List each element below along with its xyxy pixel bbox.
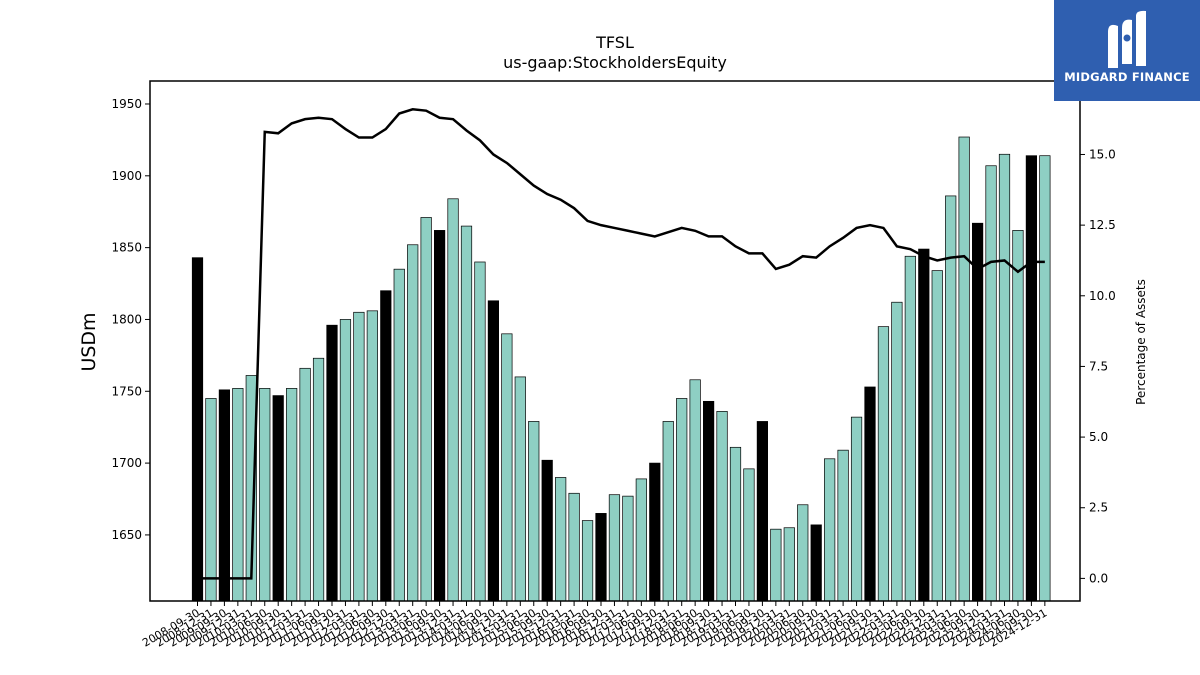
bar-2015-12-31: [555, 477, 567, 602]
bar-2010-09-30: [272, 395, 284, 602]
bar-2024-06-30: [1012, 230, 1024, 602]
y-tick-label: 1750: [111, 384, 142, 398]
percentage-line: [197, 107, 1045, 580]
bar-2011-06-30: [312, 357, 325, 602]
bar-2020-06-30: [797, 504, 809, 602]
bar-2013-03-31: [407, 244, 419, 602]
bar-2024-12-31: [1039, 155, 1051, 602]
bar-2017-09-30: [649, 462, 661, 602]
y-tick-label: 1650: [111, 528, 142, 542]
bar-2021-03-31: [837, 449, 849, 602]
y2-tick-label: 0.0: [1089, 571, 1108, 585]
bar-2021-12-31: [877, 326, 890, 602]
bar-2022-09-30: [918, 248, 930, 602]
midgard-finance-logo: MIDGARD FINANCE: [1054, 0, 1200, 101]
bar-2008-09-30: [191, 257, 204, 602]
bar-2022-03-31: [891, 301, 903, 602]
bar-2012-09-30: [380, 290, 392, 602]
bar-2020-09-30: [810, 524, 822, 602]
bar-2016-09-30: [595, 513, 607, 602]
bar-2023-06-30: [958, 136, 970, 602]
bar-2013-09-30: [434, 230, 446, 602]
chart-title: TFSL: [595, 33, 634, 52]
y-tick-label: 1850: [111, 241, 142, 255]
bar-2010-06-30: [259, 388, 271, 602]
y2-tick-label: 15.0: [1089, 147, 1116, 161]
bar-2018-06-30: [689, 379, 701, 602]
y-tick-label: 1800: [111, 312, 142, 326]
y-axis-label: USDm: [78, 312, 100, 371]
bar-2011-03-31: [299, 367, 311, 602]
y2-tick-label: 12.5: [1089, 218, 1116, 232]
bar-2020-03-31: [783, 527, 795, 602]
bar-2012-06-30: [366, 310, 378, 602]
y2-tick-label: 7.5: [1089, 359, 1108, 373]
bar-2019-03-31: [729, 446, 742, 602]
bar-2014-03-31: [460, 225, 473, 602]
y2-axis-label: Percentage of Assets: [1134, 279, 1148, 405]
bar-2014-06-30: [474, 261, 486, 602]
y2-tick-label: 5.0: [1089, 430, 1108, 444]
bar-2016-12-31: [608, 494, 621, 602]
bar-series: [191, 136, 1051, 602]
bar-2022-12-31: [931, 270, 943, 602]
x-axis-ticks: 2008-09-302008-12-312009-09-302009-12-31…: [140, 601, 1049, 650]
bar-2009-09-30: [218, 389, 230, 602]
bar-2012-12-31: [393, 268, 405, 602]
bar-2011-09-30: [326, 324, 338, 602]
bar-2024-03-31: [998, 153, 1011, 602]
bar-2023-09-30: [971, 222, 984, 602]
bar-2021-06-30: [850, 416, 863, 602]
y2-axis-ticks: 0.0 2.5 5.0 7.5 10.0 12.5 15.0: [1080, 147, 1116, 585]
bar-2012-03-31: [353, 311, 365, 602]
bar-2024-09-30: [1025, 155, 1038, 602]
bar-2009-12-31: [232, 388, 244, 602]
y-tick-label: 1950: [111, 97, 142, 111]
bar-2017-06-30: [635, 478, 647, 602]
bar-2019-09-30: [756, 421, 769, 602]
bar-2016-06-30: [581, 520, 594, 602]
bar-2023-12-31: [985, 165, 997, 602]
bar-2017-12-31: [662, 421, 674, 602]
bar-2014-12-31: [501, 333, 513, 602]
bar-2021-09-30: [864, 386, 876, 602]
logo-mark-icon: [1108, 10, 1146, 68]
bar-2010-12-31: [286, 388, 298, 602]
bar-2016-03-31: [568, 492, 580, 602]
bar-2013-12-31: [447, 198, 459, 602]
bar-2017-03-31: [622, 495, 634, 602]
bar-2018-12-31: [716, 411, 728, 602]
y2-tick-label: 10.0: [1089, 289, 1116, 303]
bar-2013-06-30: [420, 217, 432, 602]
chart-subtitle: us-gaap:StockholdersEquity: [503, 53, 727, 72]
bar-2015-06-30: [528, 421, 540, 602]
y2-tick-label: 2.5: [1089, 501, 1108, 515]
y-tick-label: 1700: [111, 456, 142, 470]
bar-2011-12-31: [339, 319, 352, 602]
bar-2019-06-30: [743, 468, 755, 602]
bar-2022-06-30: [904, 255, 916, 602]
bar-2019-12-31: [770, 528, 782, 602]
bar-2020-12-31: [824, 458, 836, 602]
bar-2015-09-30: [541, 459, 553, 602]
bar-2018-09-30: [702, 400, 715, 602]
y-tick-label: 1900: [111, 169, 142, 183]
plot-frame: [149, 80, 1081, 602]
logo-wordmark: MIDGARD FINANCE: [1064, 70, 1190, 84]
y-axis-ticks: 1650 1700 1750 1800 1850 1900 1950: [111, 97, 150, 542]
bar-2008-12-31: [205, 398, 217, 602]
bar-2014-09-30: [487, 300, 499, 602]
bar-2015-03-31: [514, 376, 526, 602]
bar-2018-03-31: [676, 398, 688, 602]
